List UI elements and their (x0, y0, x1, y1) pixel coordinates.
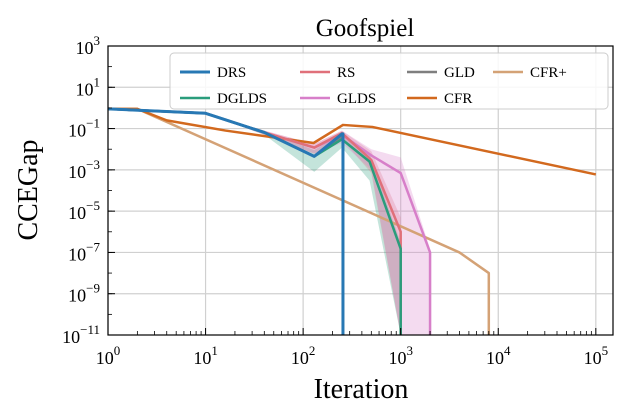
x-tick-label: 100 (96, 343, 121, 368)
legend-label: CFR (444, 91, 472, 107)
x-tick-label: 102 (291, 343, 316, 368)
y-tick-label: 10−5 (68, 198, 100, 223)
legend-label: GLD (444, 65, 475, 81)
ticks: 100 101 102 103 104 105 10−11 10−9 10−7 10−5 10−3 1… (62, 33, 608, 368)
series-lines (107, 107, 597, 335)
legend-label: RS (337, 65, 355, 81)
legend-box (169, 52, 609, 110)
series-line-drs (107, 107, 345, 335)
y-tick-label: 101 (76, 74, 101, 99)
x-tick-label: 105 (584, 343, 609, 368)
legend-label: CFR+ (530, 65, 567, 81)
band-glds (108, 108, 431, 335)
x-tick-label: 101 (193, 343, 218, 368)
legend-label: DGLDS (217, 91, 267, 107)
legend-label: DRS (217, 65, 246, 81)
legend-label: GLDS (337, 91, 376, 107)
x-tick-label: 104 (486, 343, 511, 368)
confidence-bands (108, 108, 431, 335)
x-axis-title: Iteration (314, 374, 409, 405)
y-tick-label: 10−3 (68, 157, 100, 182)
y-tick-label: 10−1 (68, 116, 100, 141)
y-axis-title: CCEGap (13, 139, 44, 240)
y-tick-label: 103 (76, 33, 101, 58)
y-tick-label: 10−11 (62, 322, 100, 347)
chart-title: Goofspiel (316, 15, 415, 42)
legend: DRS DGLDS RS GLDS GLD CFR CFR+ (169, 52, 609, 110)
x-tick-label: 103 (388, 343, 413, 368)
y-tick-label: 10−7 (68, 239, 100, 264)
y-tick-label: 10−9 (68, 281, 100, 306)
